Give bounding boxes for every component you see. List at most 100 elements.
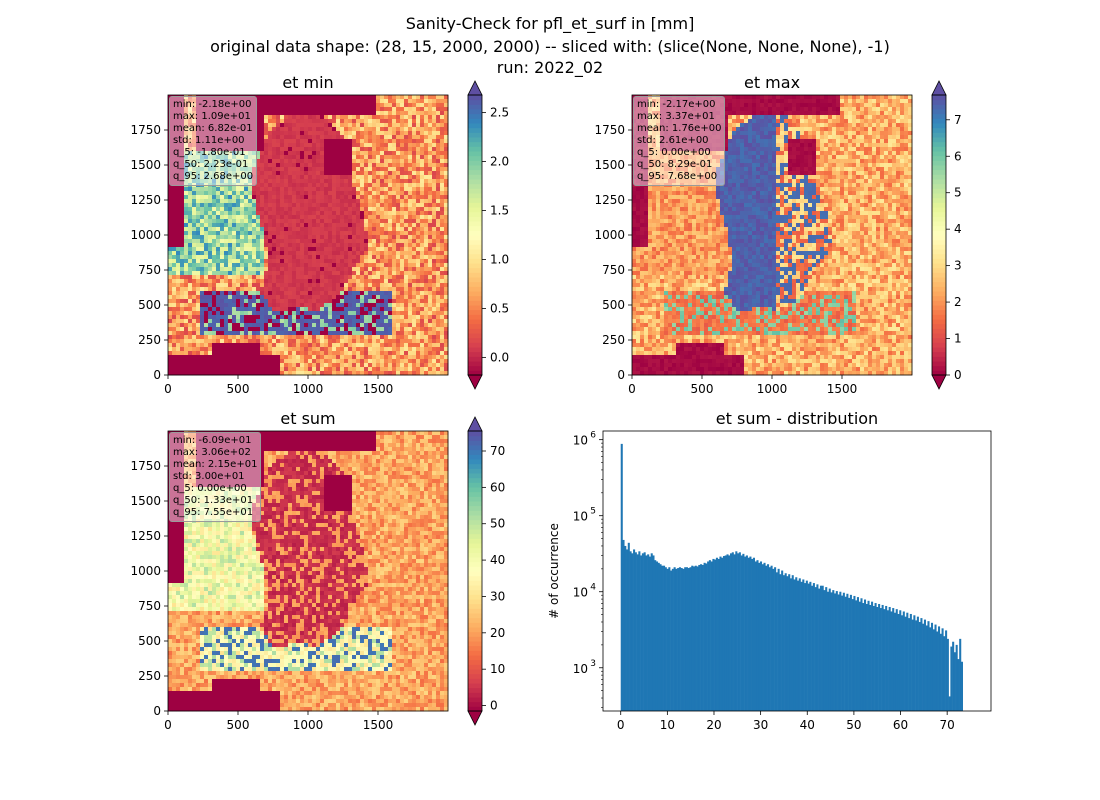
heatmap-cell	[364, 327, 369, 332]
heatmap-cell	[416, 291, 421, 296]
heatmap-cell	[336, 131, 341, 136]
heatmap-cell	[416, 227, 421, 232]
heatmap-cell	[292, 243, 297, 248]
heatmap-cell	[352, 175, 357, 180]
heatmap-cell	[412, 219, 417, 224]
heatmap-cell	[332, 207, 337, 212]
colorbar-segment	[468, 272, 482, 278]
heatmap-cell	[372, 279, 377, 284]
heatmap-cell	[384, 155, 389, 160]
heatmap-cell	[420, 263, 425, 268]
heatmap-cell	[308, 99, 313, 104]
heatmap-1	[168, 95, 449, 376]
heatmap-cell	[208, 111, 213, 116]
heatmap-cell	[180, 323, 185, 328]
heatmap-cell	[352, 295, 357, 300]
heatmap-cell	[360, 347, 365, 352]
heatmap-cell	[392, 183, 397, 188]
heatmap-cell	[352, 283, 357, 288]
heatmap-cell	[236, 219, 241, 224]
heatmap-cell	[208, 367, 213, 372]
heatmap-cell	[432, 271, 437, 276]
heatmap-cell	[316, 351, 321, 356]
heatmap-cell	[372, 235, 377, 240]
heatmap-cell	[304, 215, 309, 220]
heatmap-cell	[396, 123, 401, 128]
heatmap-cell	[192, 139, 197, 144]
heatmap-cell	[184, 263, 189, 268]
heatmap-cell	[304, 263, 309, 268]
heatmap-cell	[344, 135, 349, 140]
heatmap-cell	[368, 167, 373, 172]
heatmap-cell	[252, 171, 257, 176]
heatmap-cell	[332, 243, 337, 248]
heatmap-cell	[296, 343, 301, 348]
heatmap-cell	[388, 363, 393, 368]
heatmap-cell	[272, 359, 277, 364]
heatmap-cell	[388, 327, 393, 332]
heatmap-cell	[368, 119, 373, 124]
heatmap-cell	[216, 107, 221, 112]
heatmap-cell	[368, 287, 373, 292]
heatmap-cell	[424, 267, 429, 272]
heatmap-cell	[208, 251, 213, 256]
heatmap-cell	[392, 263, 397, 268]
heatmap-cell	[256, 231, 261, 236]
heatmap-cell	[316, 371, 321, 376]
heatmap-cell	[348, 95, 353, 100]
heatmap-cell	[240, 275, 245, 280]
heatmap-cell	[236, 259, 241, 264]
heatmap-cell	[384, 271, 389, 276]
heatmap-cell	[196, 207, 201, 212]
heatmap-cell	[268, 131, 273, 136]
heatmap-cell	[168, 219, 173, 224]
heatmap-cell	[224, 295, 229, 300]
heatmap-cell	[236, 223, 241, 228]
heatmap-cell	[436, 359, 441, 364]
heatmap-cell	[216, 199, 221, 204]
heatmap-cell	[256, 183, 261, 188]
heatmap-cell	[352, 359, 357, 364]
heatmap-cell	[344, 331, 349, 336]
heatmap-cell	[188, 111, 193, 116]
heatmap-cell	[420, 103, 425, 108]
heatmap-cell	[280, 223, 285, 228]
heatmap-cell	[440, 107, 445, 112]
heatmap-cell	[428, 295, 433, 300]
heatmap-cell	[436, 267, 441, 272]
heatmap-cell	[240, 167, 245, 172]
heatmap-cell	[400, 147, 405, 152]
heatmap-cell	[168, 191, 173, 196]
heatmap-cell	[284, 239, 289, 244]
heatmap-cell	[192, 167, 197, 172]
heatmap-cell	[404, 227, 409, 232]
heatmap-cell	[200, 215, 205, 220]
heatmap-cell	[424, 259, 429, 264]
heatmap-cell	[188, 359, 193, 364]
heatmap-cell	[428, 199, 433, 204]
heatmap-cell	[248, 151, 253, 156]
heatmap-cell	[384, 99, 389, 104]
heatmap-cell	[400, 275, 405, 280]
heatmap-cell	[320, 239, 325, 244]
heatmap-cell	[340, 271, 345, 276]
heatmap-cell	[424, 127, 429, 132]
heatmap-cell	[356, 107, 361, 112]
heatmap-cell	[416, 259, 421, 264]
heatmap-cell	[344, 223, 349, 228]
heatmap-cell	[420, 279, 425, 284]
heatmap-cell	[328, 355, 333, 360]
heatmap-cell	[208, 255, 213, 260]
heatmap-cell	[392, 163, 397, 168]
heatmap-cell	[272, 287, 277, 292]
heatmap-cell	[348, 371, 353, 376]
heatmap-cell	[184, 271, 189, 276]
heatmap-cell	[384, 335, 389, 340]
heatmap-cell	[336, 263, 341, 268]
heatmap-cell	[296, 107, 301, 112]
heatmap-cell	[180, 243, 185, 248]
heatmap-cell	[268, 235, 273, 240]
heatmap-cell	[316, 343, 321, 348]
heatmap-cell	[404, 367, 409, 372]
heatmap-cell	[436, 259, 441, 264]
